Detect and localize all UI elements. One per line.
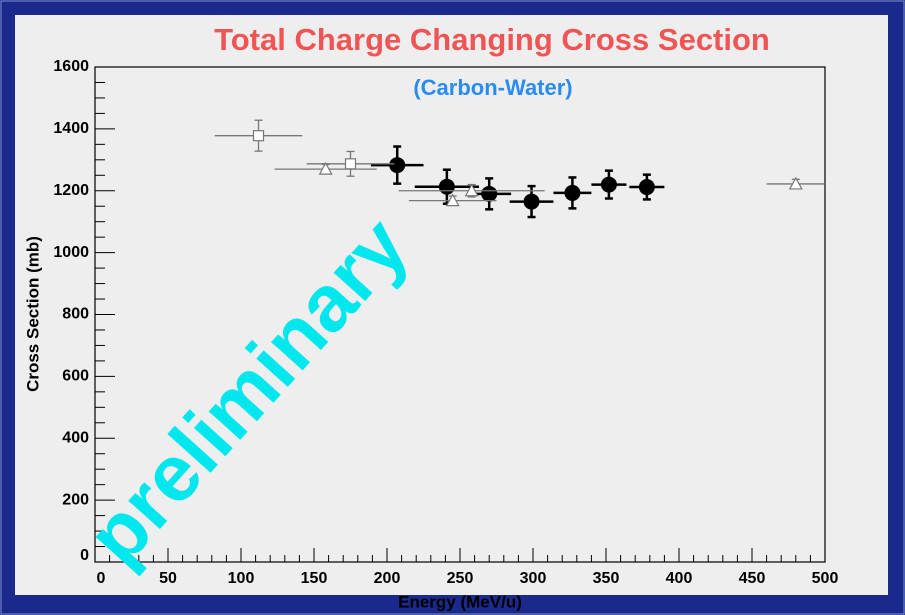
x-tick-label: 400 xyxy=(666,570,693,587)
x-tick-label: 200 xyxy=(374,570,401,587)
point xyxy=(600,176,617,193)
x-tick-label: 0 xyxy=(97,570,106,587)
x-tick-label: 500 xyxy=(812,570,839,587)
point xyxy=(344,158,357,170)
x-tick-label: 450 xyxy=(739,570,766,587)
y-tick-label: 0 xyxy=(80,547,89,564)
point xyxy=(788,176,803,190)
x-tick-label: 150 xyxy=(301,570,328,587)
point xyxy=(252,130,265,142)
x-axis-label: Energy (MeV/u) xyxy=(398,592,522,611)
marks: 0 50 100 150 200 250 300 350 400 450 500 0 200 400 600… xyxy=(53,58,838,587)
point xyxy=(318,161,333,175)
chart-title: Total Charge Changing Cross Section xyxy=(214,22,770,57)
y-tick-label: 800 xyxy=(62,306,89,323)
point xyxy=(564,184,581,201)
point xyxy=(438,178,455,195)
point xyxy=(523,193,540,210)
x-tick-label: 250 xyxy=(447,570,474,587)
x-tick-label: 50 xyxy=(159,570,177,587)
x-tick-label: 350 xyxy=(593,570,620,587)
x-tick-label: 100 xyxy=(228,570,255,587)
chart-subtitle: (Carbon-Water) xyxy=(413,75,572,100)
y-tick-label: 1200 xyxy=(53,182,89,199)
plot-panel xyxy=(15,15,888,595)
y-tick-label: 400 xyxy=(62,429,89,446)
y-tick-label: 600 xyxy=(62,368,89,385)
y-tick-label: 1400 xyxy=(53,120,89,137)
x-tick-label: 300 xyxy=(520,570,547,587)
y-axis-label: Cross Section (mb) xyxy=(23,236,42,392)
point xyxy=(445,193,460,207)
y-tick-label: 1000 xyxy=(53,244,89,261)
point xyxy=(638,179,655,196)
y-tick-label: 200 xyxy=(62,491,89,508)
point xyxy=(481,185,498,202)
point xyxy=(464,183,479,197)
y-tick-label: 1600 xyxy=(53,58,89,75)
point xyxy=(389,157,406,174)
